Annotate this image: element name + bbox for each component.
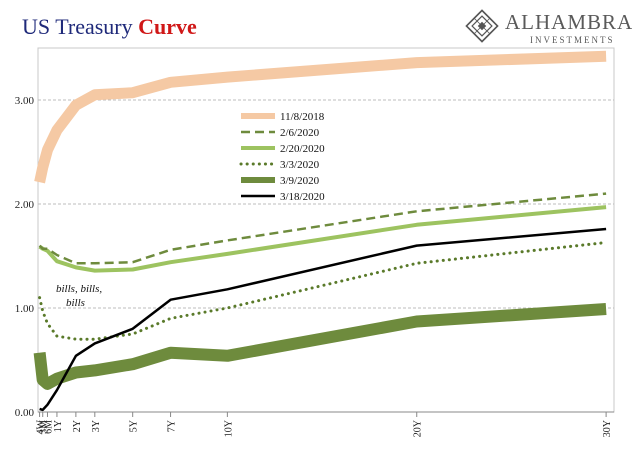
- annotation-text: bills, bills,: [56, 283, 102, 295]
- x-tick-label: 3M: [39, 420, 50, 434]
- chart-title-accent: Curve: [138, 14, 197, 39]
- legend: 11/8/2018 2/6/2020 2/20/2020 3/3/2020 3/9/20…: [239, 111, 325, 203]
- legend-label-3-3-2020: 3/3/2020: [280, 159, 320, 171]
- annotation-layer: bills, bills, bills: [56, 283, 102, 309]
- legend-label-3-9-2020: 3/9/2020: [280, 175, 320, 187]
- legend-label-3-18-2020: 3/18/2020: [280, 191, 325, 203]
- x-tick-label: 30Y: [602, 420, 613, 437]
- x-tick-label: 6M: [43, 420, 54, 434]
- x-tick-label: 3Y: [91, 420, 102, 432]
- x-tick-label: 2Y: [72, 420, 83, 432]
- series-layer: [33, 50, 608, 412]
- y-tick-label: 1.00: [15, 303, 35, 315]
- x-tick-label: 10Y: [223, 420, 234, 437]
- series-line-2-6-2020: [38, 192, 607, 265]
- brand-subtitle: INVESTMENTS: [530, 35, 615, 45]
- x-tick-label: 4W: [36, 419, 47, 434]
- brand-name: ALHAMBRA: [505, 10, 634, 34]
- plot-area: [37, 47, 615, 413]
- x-tick-label: 20Y: [413, 420, 424, 437]
- alhambra-diamond-logo-icon: [465, 9, 499, 43]
- series-line-11-8-2018: [34, 50, 607, 184]
- y-tick-label: 0.00: [15, 407, 35, 419]
- y-tick-label: 2.00: [15, 199, 35, 211]
- series-line-3-9-2020: [33, 303, 607, 390]
- legend-label-2-6-2020: 2/6/2020: [280, 127, 320, 139]
- legend-label-11-8-2018: 11/8/2018: [280, 111, 325, 123]
- grid-layer: [37, 47, 615, 413]
- legend-label-2-20-2020: 2/20/2020: [280, 143, 325, 155]
- chart-title: US Treasury Curve: [22, 14, 197, 40]
- series-line-2-20-2020: [38, 205, 607, 273]
- x-tick-label: 1Y: [53, 420, 64, 432]
- x-tick-label: 7Y: [167, 420, 178, 432]
- chart-title-main: US Treasury: [22, 14, 133, 39]
- y-tick-label: 3.00: [15, 95, 35, 107]
- series-line-3-3-2020: [38, 241, 608, 341]
- series-line-3-18-2020: [39, 227, 607, 412]
- x-tick-label: 5Y: [129, 420, 140, 432]
- annotation-text: bills: [66, 297, 85, 309]
